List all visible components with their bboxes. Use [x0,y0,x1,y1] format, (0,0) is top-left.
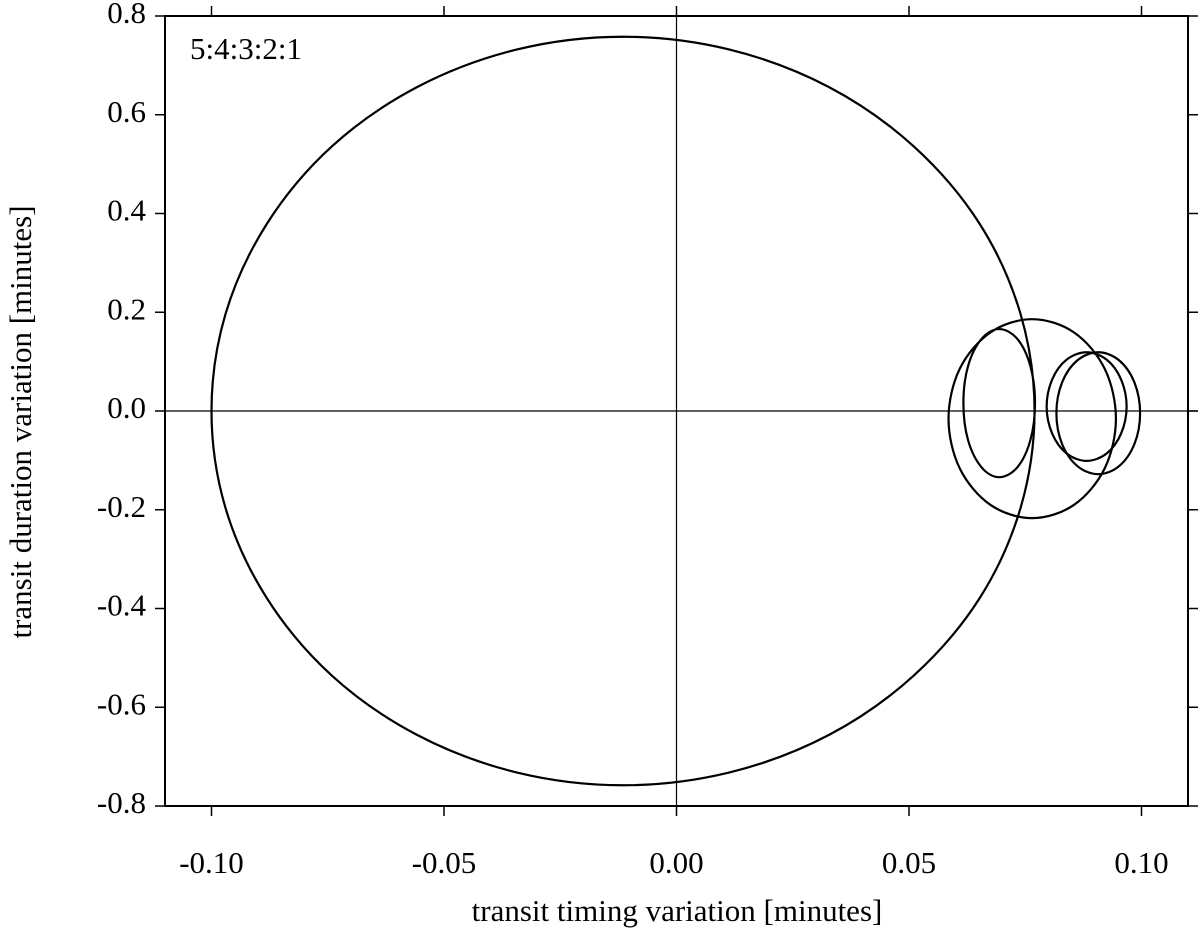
x-tick-label: 0.05 [882,845,936,880]
y-tick-label: -0.6 [97,686,146,721]
y-tick-label: -0.8 [97,785,146,820]
x-tick-label: -0.10 [179,845,244,880]
curve [210,35,1142,787]
y-axis-label: transit duration variation [minutes] [3,205,38,638]
y-tick-label: 0.6 [107,94,146,129]
y-tick-label: 0.4 [107,193,146,228]
y-tick-label: -0.4 [97,588,147,623]
y-tick-label: 0.8 [107,0,146,30]
x-axis-label: transit timing variation [minutes] [472,893,883,928]
y-tick-label: -0.2 [97,489,146,524]
x-tick-label: 0.00 [649,845,703,880]
x-tick-label: -0.05 [412,845,477,880]
annotation: 5:4:3:2:1 [190,31,302,66]
y-tick-label: 0.0 [107,390,146,425]
y-tick-label: 0.2 [107,291,146,326]
x-tick-label: 0.10 [1114,845,1168,880]
